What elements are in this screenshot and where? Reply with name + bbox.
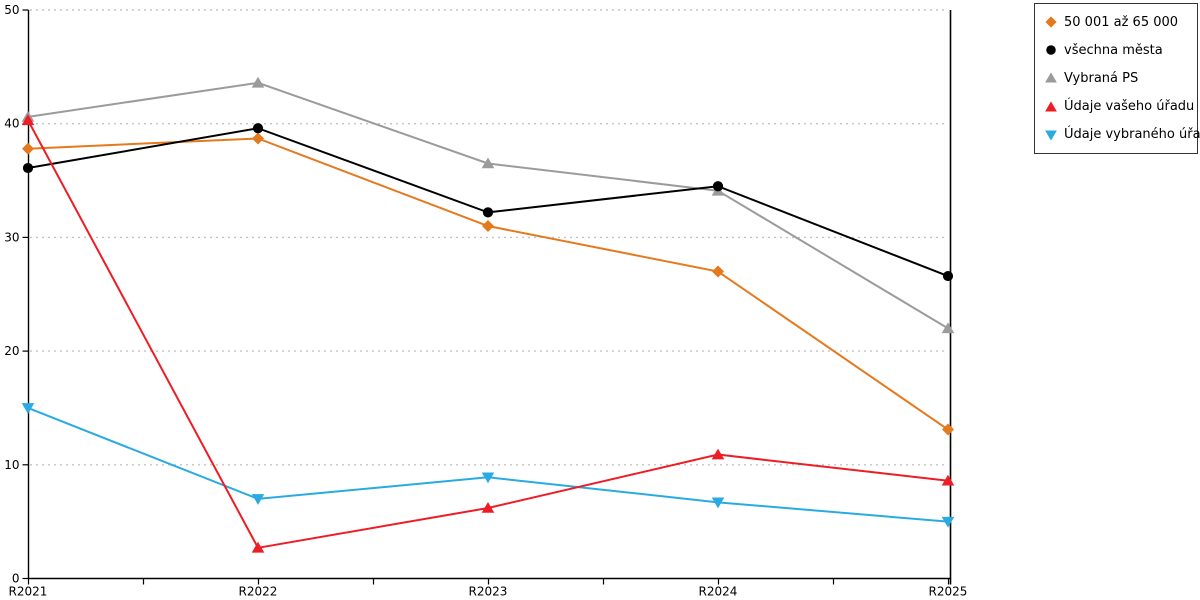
triangle-up-icon xyxy=(21,114,35,126)
series-line xyxy=(27,127,949,277)
legend-item-label: Údaje vybraného úřadu xyxy=(1064,127,1200,143)
diamond-icon xyxy=(252,132,264,145)
legend-item-2: Vybraná PS xyxy=(1044,71,1193,86)
y-tick-label-50: 50 xyxy=(4,3,19,17)
x-tick-label-R2021: R2021 xyxy=(9,585,48,599)
triangle-down-icon xyxy=(481,472,495,484)
series-line xyxy=(27,81,949,330)
triangle-up-icon xyxy=(251,541,265,553)
diamond-icon xyxy=(712,265,724,278)
series-3 xyxy=(21,114,955,553)
legend-item-4: Údaje vybraného úřadu xyxy=(1044,127,1200,142)
legend-item-0: 50 001 až 65 000 xyxy=(1044,15,1193,30)
x-tick-label-R2023: R2023 xyxy=(469,585,508,599)
legend-item-label: Údaje vašeho úřadu xyxy=(1064,99,1195,115)
x-tick-label-R2025: R2025 xyxy=(929,585,968,599)
y-tick-label-40: 40 xyxy=(4,117,19,131)
circle-icon xyxy=(482,207,494,218)
circle-icon xyxy=(1046,45,1056,56)
y-tick-label-0: 0 xyxy=(12,572,20,586)
circle-icon xyxy=(942,270,954,282)
triangle-up-icon xyxy=(941,322,955,334)
triangle-down-icon xyxy=(941,516,955,528)
series-1 xyxy=(22,123,954,282)
triangle-down-icon xyxy=(1045,130,1057,141)
y-tick-label-30: 30 xyxy=(4,230,19,244)
diamond-icon xyxy=(22,142,34,155)
series-0 xyxy=(22,132,954,436)
diamond-icon xyxy=(1045,16,1057,28)
triangle-up-icon xyxy=(1045,101,1057,112)
triangle-down-icon xyxy=(21,403,35,414)
legend-item-label: všechna města xyxy=(1064,42,1163,58)
triangle-up-icon xyxy=(941,474,955,486)
legend-item-label: Vybraná PS xyxy=(1064,70,1139,86)
legend-item-1: všechna města xyxy=(1044,43,1193,58)
diamond-icon xyxy=(942,423,954,436)
circle-icon xyxy=(712,181,724,192)
triangle-up-icon xyxy=(251,76,265,88)
triangle-down-icon xyxy=(251,494,265,505)
triangle-up-icon xyxy=(1045,72,1057,83)
triangle-down-icon xyxy=(1045,130,1057,141)
diamond-icon xyxy=(482,220,494,233)
series-4 xyxy=(21,403,955,528)
legend-item-3: Údaje vašeho úřadu xyxy=(1044,99,1195,115)
x-tick-label-R2022: R2022 xyxy=(239,585,278,599)
triangle-up-icon xyxy=(481,157,495,169)
circle-icon xyxy=(1046,45,1056,56)
legend-item-label: 50 001 až 65 000 xyxy=(1064,14,1179,30)
triangle-up-icon xyxy=(481,502,495,513)
series-2 xyxy=(21,76,955,334)
y-tick-label-10: 10 xyxy=(4,458,19,472)
series-line xyxy=(27,137,949,431)
legend: 50 001 až 65 000 všechna města Vybraná PS Ú… xyxy=(1034,3,1200,154)
triangle-up-icon xyxy=(1045,72,1057,83)
triangle-down-icon xyxy=(711,497,725,509)
circle-icon xyxy=(22,162,34,174)
x-tick-label-R2024: R2024 xyxy=(699,585,738,599)
triangle-up-icon xyxy=(711,448,725,460)
circle-icon xyxy=(252,123,264,134)
y-tick-label-20: 20 xyxy=(4,344,19,358)
triangle-up-icon xyxy=(1045,101,1057,112)
diamond-icon xyxy=(1045,16,1057,28)
